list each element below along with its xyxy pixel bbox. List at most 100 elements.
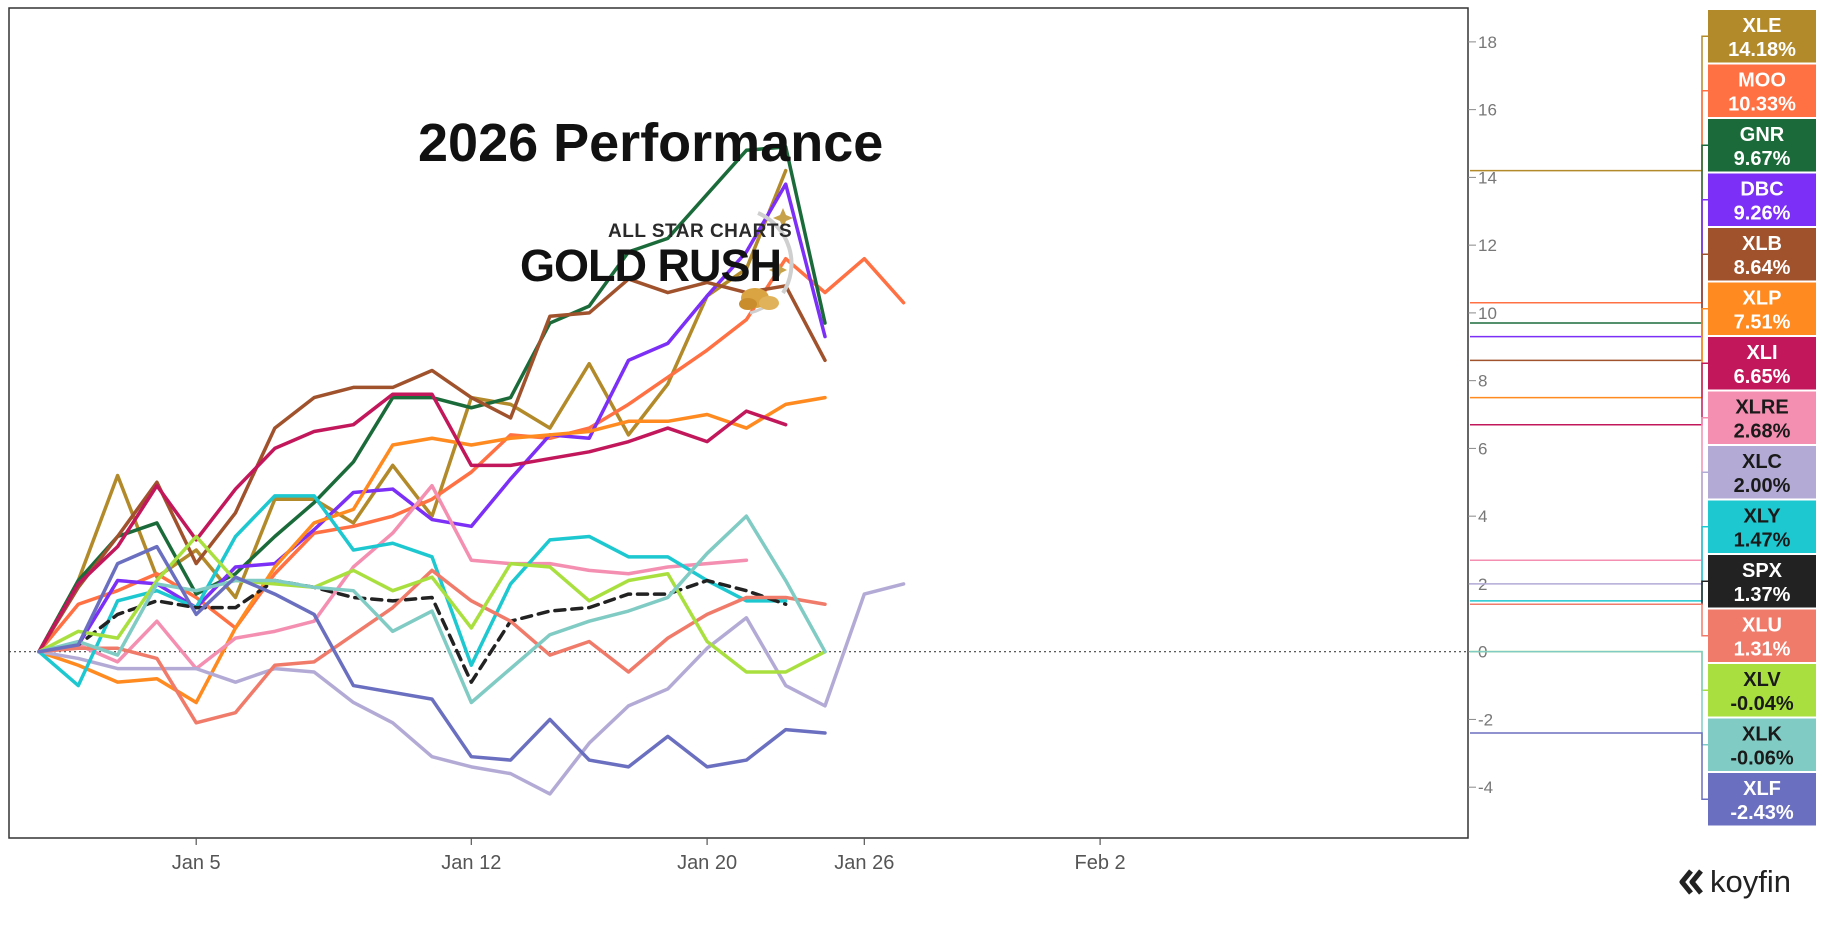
legend-swatch xyxy=(1708,337,1816,390)
series-line-xlf xyxy=(37,544,827,769)
legend-value: 1.37% xyxy=(1734,584,1791,606)
legend-value: 2.68% xyxy=(1734,421,1791,443)
legend-label: XLU xyxy=(1742,615,1782,637)
legend-connector xyxy=(1470,253,1708,362)
y-tick-label: 8 xyxy=(1478,372,1487,391)
legend-label: GNR xyxy=(1740,124,1785,146)
y-tick-label: -2 xyxy=(1478,710,1493,729)
y-tick-label: 4 xyxy=(1478,507,1487,526)
koyfin-brand-text: koyfin xyxy=(1710,864,1791,899)
legend-label: XLK xyxy=(1742,724,1783,746)
legend-swatch xyxy=(1708,391,1816,444)
x-tick-label: Jan 5 xyxy=(172,852,221,874)
legend-connector xyxy=(1470,199,1708,338)
legend-label: XLB xyxy=(1742,233,1782,255)
x-tick-label: Jan 26 xyxy=(834,852,894,874)
series-line-dbc xyxy=(37,182,827,654)
x-tick-label: Jan 12 xyxy=(441,852,501,874)
gold-rush-emblem-icon xyxy=(739,208,794,315)
legend-value: 7.51% xyxy=(1734,312,1791,334)
legend-connector xyxy=(1470,526,1708,602)
legend-value: 1.47% xyxy=(1734,530,1791,552)
legend-label: XLV xyxy=(1743,669,1781,691)
y-tick-label: 16 xyxy=(1478,101,1497,120)
legend-connector xyxy=(1470,144,1708,324)
series-line-xlk xyxy=(37,514,827,705)
series-line-xly xyxy=(37,494,788,688)
legend-swatch xyxy=(1708,282,1816,335)
legend-item-xlf: XLF-2.43% xyxy=(1470,732,1816,826)
legend-swatch xyxy=(1708,664,1816,717)
legend-label: DBC xyxy=(1740,179,1783,201)
legend-swatch xyxy=(1708,500,1816,553)
legend-value: -0.04% xyxy=(1730,693,1794,715)
gold-rush-logo: ALL STAR CHARTS GOLD RUSH xyxy=(518,203,838,323)
legend-label: XLY xyxy=(1743,506,1781,528)
y-tick-label: 6 xyxy=(1478,439,1487,458)
y-tick-label: -4 xyxy=(1478,778,1493,797)
legend-label: XLC xyxy=(1742,451,1782,473)
legend-value: -2.43% xyxy=(1730,802,1794,824)
legend-label: SPX xyxy=(1742,560,1783,582)
legend-item-xlv: XLV-0.04% xyxy=(1470,650,1816,717)
y-tick-label: 12 xyxy=(1478,236,1497,255)
legend-connector xyxy=(1470,35,1708,172)
x-tick-label: Jan 20 xyxy=(677,852,737,874)
series-line-spx xyxy=(37,578,788,684)
legend-swatch xyxy=(1708,10,1816,63)
plot-frame xyxy=(8,7,1469,839)
y-tick-label: 14 xyxy=(1478,168,1497,187)
legend-value: 8.64% xyxy=(1734,257,1791,279)
legend-label: XLI xyxy=(1746,342,1777,364)
legend-swatch xyxy=(1708,228,1816,281)
legend-swatch xyxy=(1708,773,1816,826)
logo-line1: ALL STAR CHARTS xyxy=(608,221,793,242)
legend-connector xyxy=(1470,90,1708,304)
legend-value: 6.65% xyxy=(1734,366,1791,388)
legend-value: -0.06% xyxy=(1730,748,1794,770)
legend-label: XLF xyxy=(1743,778,1781,800)
legend-value: 1.31% xyxy=(1734,639,1791,661)
legend-value: 10.33% xyxy=(1728,94,1796,116)
legend-swatch xyxy=(1708,64,1816,117)
legend-connector xyxy=(1470,308,1708,399)
y-tick-label: 18 xyxy=(1478,33,1497,52)
legend-connector xyxy=(1470,362,1708,426)
legend-value: 14.18% xyxy=(1728,39,1796,61)
legend-label: XLRE xyxy=(1735,397,1788,419)
legend-connector xyxy=(1470,650,1708,691)
legend-value: 2.00% xyxy=(1734,475,1791,497)
series-line-xlre xyxy=(37,483,749,671)
legend-swatch xyxy=(1708,446,1816,499)
legend-connector xyxy=(1470,650,1708,746)
legend-value: 9.26% xyxy=(1734,203,1791,225)
legend-connector xyxy=(1470,732,1708,800)
y-tick-label: 10 xyxy=(1478,304,1497,323)
legend-value: 9.67% xyxy=(1734,148,1791,170)
koyfin-brand: koyfin xyxy=(1676,862,1791,902)
logo-line2: GOLD RUSH xyxy=(520,240,782,291)
series-line-xli xyxy=(37,392,788,654)
legend-label: MOO xyxy=(1738,70,1786,92)
legend-connector xyxy=(1470,471,1708,585)
legend-swatch xyxy=(1708,609,1816,662)
legend-swatch xyxy=(1708,718,1816,771)
series-line-xlb xyxy=(37,277,827,654)
koyfin-logo-icon xyxy=(1679,869,1703,895)
legend-swatch xyxy=(1708,119,1816,172)
series-line-xlc xyxy=(37,582,906,796)
legend-label: XLP xyxy=(1743,288,1782,310)
legend-connector xyxy=(1470,417,1708,561)
legend-label: XLE xyxy=(1743,15,1782,37)
